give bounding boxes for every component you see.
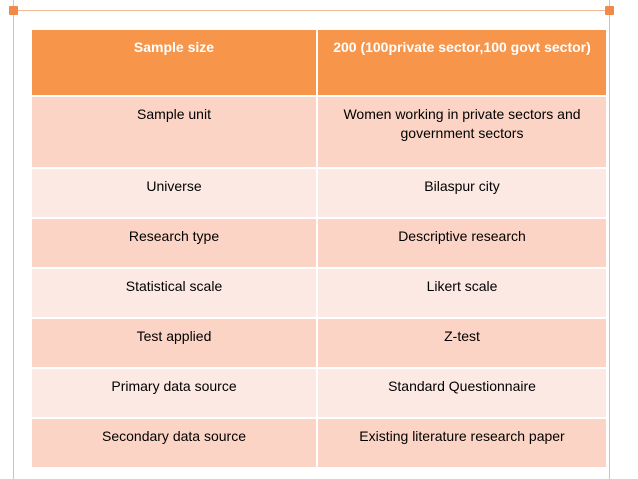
table-row: Primary data source Standard Questionnai… <box>32 368 606 418</box>
row-value-cell: Standard Questionnaire <box>317 368 606 418</box>
row-value-cell: Likert scale <box>317 268 606 318</box>
row-label-cell: Sample unit <box>32 96 318 168</box>
table-header-row: Sample size 200 (100private sector,100 g… <box>32 30 606 96</box>
slide-frame-right-line <box>609 0 610 479</box>
corner-square-left <box>9 6 18 15</box>
row-value-cell: Women working in private sectors and gov… <box>317 96 606 168</box>
corner-square-right <box>605 6 614 15</box>
header-value-cell: 200 (100private sector,100 govt sector) <box>317 30 606 96</box>
table-row: Sample unit Women working in private sec… <box>32 96 606 168</box>
row-value-cell: Z-test <box>317 318 606 368</box>
header-label-cell: Sample size <box>32 30 318 96</box>
research-methodology-table: Sample size 200 (100private sector,100 g… <box>32 30 606 469</box>
row-label-cell: Secondary data source <box>32 418 318 468</box>
table-row: Secondary data source Existing literatur… <box>32 418 606 468</box>
row-value-cell: Descriptive research <box>317 218 606 268</box>
row-value-cell: Existing literature research paper <box>317 418 606 468</box>
slide-frame-top-line <box>13 10 610 11</box>
table-row: Universe Bilaspur city <box>32 168 606 218</box>
slide-frame-left-line <box>13 0 14 479</box>
row-label-cell: Universe <box>32 168 318 218</box>
row-label-cell: Statistical scale <box>32 268 318 318</box>
row-label-cell: Research type <box>32 218 318 268</box>
table-row: Research type Descriptive research <box>32 218 606 268</box>
row-value-cell: Bilaspur city <box>317 168 606 218</box>
row-label-cell: Primary data source <box>32 368 318 418</box>
table-row: Test applied Z-test <box>32 318 606 368</box>
row-label-cell: Test applied <box>32 318 318 368</box>
table-row: Statistical scale Likert scale <box>32 268 606 318</box>
